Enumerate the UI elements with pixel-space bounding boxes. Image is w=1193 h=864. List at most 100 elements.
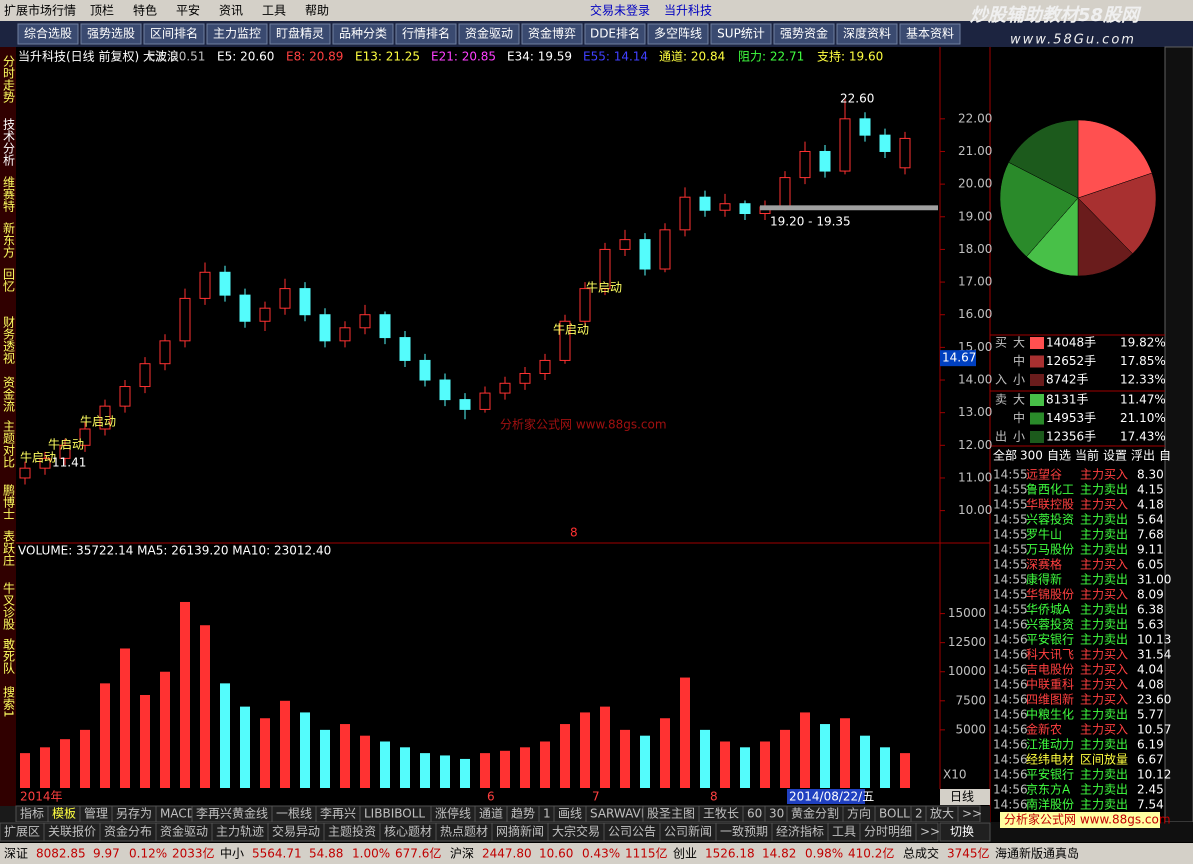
tab-label[interactable]: 李再兴黄金线 — [196, 806, 268, 821]
tab-label[interactable]: 一致预期 — [720, 825, 768, 839]
side-tab[interactable]: 主题对比 — [2, 420, 16, 469]
tab-label[interactable]: MACD — [160, 807, 196, 821]
list-tab[interactable]: 自选 — [1047, 449, 1071, 463]
tab-label[interactable]: 趋势 — [511, 807, 535, 821]
tab-label[interactable]: 2 — [915, 807, 923, 821]
toolbar-label[interactable]: 主力监控 — [213, 27, 261, 41]
side-tab[interactable]: 技术分析 — [2, 118, 16, 167]
login-status[interactable]: 交易未登录 — [590, 3, 650, 18]
toolbar-button[interactable] — [710, 23, 772, 45]
toolbar-button[interactable] — [206, 23, 268, 45]
tab-label[interactable]: 指标 — [20, 806, 44, 821]
tab-label[interactable]: 放大 — [930, 806, 954, 821]
side-tab[interactable]: 敢死队 — [2, 638, 16, 674]
tab-label[interactable]: 大宗交易 — [552, 824, 600, 839]
menu-item[interactable]: 工具 — [262, 4, 286, 18]
tab-label[interactable]: >> — [920, 825, 940, 839]
toolbar-button[interactable] — [899, 23, 961, 45]
list-tab[interactable]: 300 — [1020, 449, 1043, 463]
tab-label[interactable]: BOLL — [879, 807, 910, 821]
side-tab[interactable]: 新东方 — [2, 221, 16, 259]
tab-label[interactable]: 工具 — [832, 825, 856, 839]
toolbar-label[interactable]: 多空阵线 — [654, 27, 702, 41]
side-tab[interactable]: 分时走势 — [2, 55, 16, 103]
toolbar-label[interactable]: DDE排名 — [590, 26, 640, 41]
tab-label[interactable]: 核心题材 — [384, 825, 432, 839]
tab-label[interactable]: 管理 — [84, 806, 108, 821]
toolbar-label[interactable]: 深度资料 — [843, 26, 891, 41]
side-tab[interactable]: 回忆 — [2, 268, 16, 293]
tab-label[interactable]: 黄金分割 — [791, 806, 839, 821]
toolbar-label[interactable]: 强势选股 — [87, 27, 135, 41]
toolbar-label[interactable]: SUP统计 — [717, 27, 765, 41]
tab-label[interactable]: 王牧长 — [703, 807, 739, 821]
tab-label[interactable]: 李再兴 — [320, 806, 356, 821]
tab-label[interactable]: 1 — [543, 807, 551, 821]
toolbar-label[interactable]: 区间排名 — [150, 26, 198, 41]
menu-item[interactable]: 顶栏 — [90, 3, 114, 18]
list-tab[interactable]: 当前 — [1075, 448, 1099, 463]
side-tab[interactable]: 表跃庄 — [2, 530, 16, 567]
tab-label[interactable]: 网摘新闻 — [496, 824, 544, 839]
menu-item[interactable]: 平安 — [176, 3, 200, 18]
tab-label[interactable]: 股圣主图 — [647, 807, 695, 821]
tab-label[interactable]: 经济指标 — [776, 824, 824, 839]
tab-label[interactable]: 热点题材 — [440, 825, 488, 839]
toolbar-button[interactable] — [332, 23, 394, 45]
side-tab[interactable]: 鹏博士 — [2, 484, 16, 520]
toolbar-button[interactable] — [143, 23, 205, 45]
tab-label[interactable]: 公司新闻 — [664, 824, 712, 839]
toolbar-button[interactable] — [395, 23, 457, 45]
toolbar-label[interactable]: 强势资金 — [780, 26, 828, 41]
switch[interactable]: 切换 — [950, 825, 974, 839]
tab-label[interactable]: 另存为 — [116, 807, 152, 821]
tab-label[interactable]: 资金分布 — [104, 824, 152, 839]
list-tab[interactable]: 全部 — [993, 448, 1017, 463]
toolbar-label[interactable]: 基本资料 — [906, 27, 954, 41]
toolbar-button[interactable] — [458, 23, 520, 45]
tab-label[interactable]: 模板 — [52, 807, 76, 821]
tab-label[interactable]: SARWAVE — [590, 807, 648, 821]
tab-label[interactable]: 30 — [769, 807, 784, 821]
tab-label[interactable]: 一根线 — [276, 807, 312, 821]
toolbar-button[interactable] — [836, 23, 898, 45]
list-tab[interactable]: 自 — [1159, 449, 1171, 463]
period[interactable]: 日线 — [950, 790, 974, 804]
toolbar-label[interactable]: 综合选股 — [24, 26, 72, 41]
side-tab[interactable]: 搜索1 — [2, 685, 16, 718]
tab-label[interactable]: 60 — [747, 807, 762, 821]
menu-item[interactable]: 帮助 — [305, 4, 329, 18]
tab-label[interactable]: 分时明细 — [864, 825, 912, 839]
side-tab[interactable]: 资金流 — [2, 376, 16, 412]
list-tab[interactable]: 浮出 — [1131, 449, 1155, 463]
side-tab[interactable]: 维赛特 — [2, 176, 16, 212]
toolbar-button[interactable] — [17, 23, 79, 45]
tab-label[interactable]: LIBBIBOLL — [364, 807, 425, 821]
toolbar-button[interactable] — [80, 23, 142, 45]
tab-label[interactable]: 资金驱动 — [160, 824, 208, 839]
toolbar-button[interactable] — [584, 23, 646, 45]
toolbar-button[interactable] — [647, 23, 709, 45]
tab-label[interactable]: 公司公告 — [608, 825, 656, 839]
toolbar-button[interactable] — [269, 23, 331, 45]
list-tab[interactable]: 设置 — [1103, 449, 1127, 463]
tab-label[interactable]: 交易异动 — [272, 824, 320, 839]
side-tab[interactable]: 牛叉诊股 — [2, 581, 16, 631]
tab-label[interactable]: 方向 — [847, 806, 871, 821]
side-tab[interactable]: 财务透视 — [2, 316, 16, 364]
tab-label[interactable]: 画线 — [558, 807, 582, 821]
menu-item[interactable]: 扩展市场行情 — [4, 3, 76, 18]
toolbar-button[interactable] — [521, 23, 583, 45]
toolbar-label[interactable]: 资金博弈 — [528, 26, 576, 41]
toolbar-label[interactable]: 盯盘精灵 — [276, 26, 324, 41]
tab-label[interactable]: 扩展区 — [4, 825, 40, 839]
toolbar-label[interactable]: 资金驱动 — [465, 26, 513, 41]
toolbar-button[interactable] — [773, 23, 835, 45]
tab-label[interactable]: 主题投资 — [328, 824, 376, 839]
tab-label[interactable]: 通道 — [479, 807, 503, 821]
tab-label[interactable]: >> — [962, 807, 982, 821]
tab[interactable] — [915, 822, 939, 842]
toolbar-label[interactable]: 品种分类 — [339, 27, 387, 41]
toolbar-label[interactable]: 行情排名 — [402, 26, 450, 41]
tab-label[interactable]: 关联报价 — [48, 824, 96, 839]
